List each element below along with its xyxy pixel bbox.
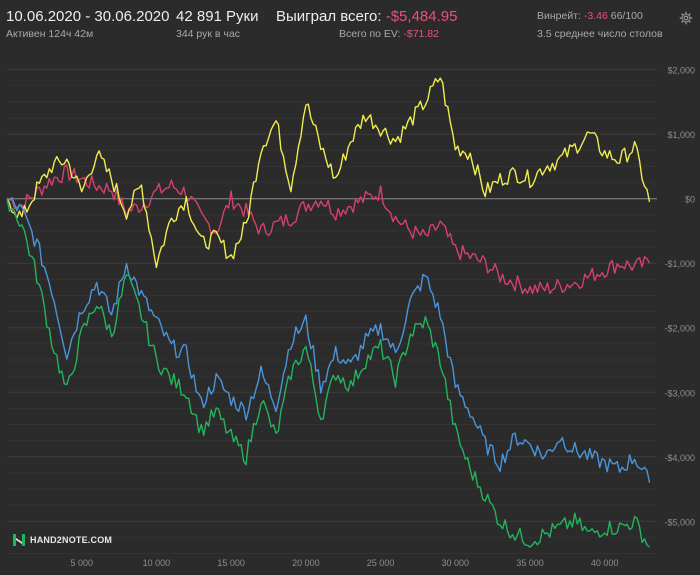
y-tick-label: -$1,000 — [664, 259, 695, 269]
date-range[interactable]: 10.06.2020 - 30.06.2020 — [6, 8, 170, 25]
series-line-blue — [6, 196, 651, 483]
won-total-value: -$5,484.95 — [385, 8, 458, 25]
y-tick-label: $1,000 — [667, 130, 695, 140]
winrate-hands: 66/100 — [610, 10, 643, 22]
series-line-green — [6, 198, 650, 548]
y-tick-label: $2,000 — [667, 66, 695, 76]
x-tick-label: 25 000 — [367, 558, 395, 568]
winrate: Винрейт: -3.46 66/100 — [537, 10, 643, 22]
grid-lines — [7, 69, 657, 555]
x-tick-label: 30 000 — [442, 558, 470, 568]
ev-total: Всего по EV: -$71.82 — [339, 28, 439, 40]
y-tick-label: -$5,000 — [664, 517, 695, 527]
won-total: Выиграл всего: -$5,484.95 — [276, 8, 457, 25]
active-time: Активен 124ч 42м — [6, 28, 94, 40]
y-tick-label: -$4,000 — [664, 453, 695, 463]
x-tick-label: 10 000 — [143, 558, 171, 568]
winrate-label: Винрейт: — [537, 10, 581, 22]
ev-total-value: -$71.82 — [403, 28, 439, 40]
stats-header: 10.06.2020 - 30.06.2020 Активен 124ч 42м… — [0, 0, 700, 44]
hands-per-hour: 344 рук в час — [176, 28, 240, 40]
won-total-label: Выиграл всего: — [276, 8, 382, 25]
y-tick-label: -$2,000 — [664, 324, 695, 334]
y-tick-label: -$3,000 — [664, 388, 695, 398]
x-tick-label: 5 000 — [70, 558, 93, 568]
x-tick-label: 40 000 — [591, 558, 619, 568]
hands-count: 42 891 Руки — [176, 8, 259, 25]
series-line-yellow — [6, 77, 651, 269]
axis-ticks: $2,000 $1,000 $0 -$1,000 -$2,000 -$3,000 -$4,0… — [70, 66, 695, 568]
x-tick-label: 20 000 — [292, 558, 320, 568]
h2n-logo-icon — [13, 534, 25, 546]
x-tick-label: 15 000 — [217, 558, 245, 568]
avg-tables: 3.5 среднее число столов — [537, 28, 663, 40]
series-line-red — [6, 164, 651, 295]
brand-logo: HAND2NOTE.COM — [12, 533, 112, 547]
settings-gear-icon[interactable] — [677, 9, 695, 27]
series-lines — [6, 77, 651, 548]
ev-total-label: Всего по EV: — [339, 28, 401, 40]
brand-name: HAND2NOTE.COM — [30, 535, 113, 545]
x-tick-label: 35 000 — [516, 558, 544, 568]
winrate-value: -3.46 — [583, 10, 608, 22]
y-tick-label: $0 — [685, 195, 695, 205]
